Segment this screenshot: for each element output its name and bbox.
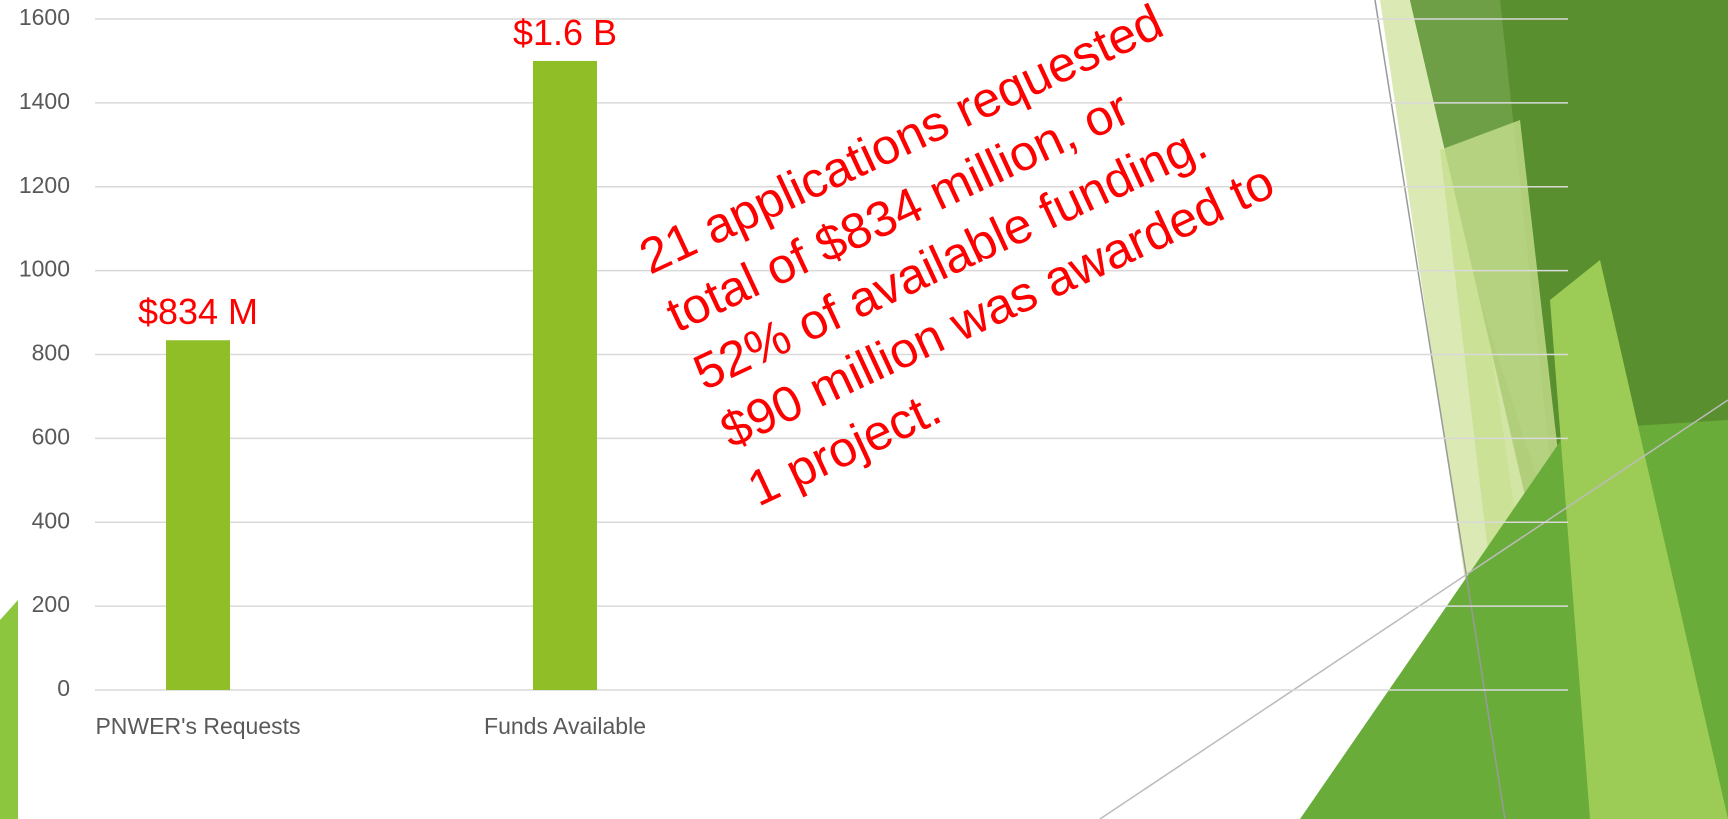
y-tick-label: 1200: [19, 172, 70, 198]
page: 0 200 400 600 800 1000 1200 1400 1600 PNWER's Re…: [0, 0, 1728, 819]
bars: PNWER's Requests $834 M Funds Available $1.…: [95, 12, 646, 739]
y-tick-label: 600: [32, 423, 70, 449]
bar-annotation: $834 M: [138, 291, 258, 332]
x-tick-label: Funds Available: [484, 713, 646, 739]
annotation: 21 applications requestedtotal of $834 m…: [631, 0, 1309, 517]
y-tick-label: 400: [32, 507, 70, 533]
chart: 0 200 400 600 800 1000 1200 1400 1600 PNWER's Re…: [0, 0, 1728, 819]
x-tick-label: PNWER's Requests: [95, 713, 300, 739]
y-tick-label: 200: [32, 591, 70, 617]
y-tick-label: 1000: [19, 256, 70, 282]
bar: [533, 61, 597, 690]
y-tick-label: 800: [32, 340, 70, 366]
y-tick-label: 1400: [19, 88, 70, 114]
y-tick-label: 0: [57, 675, 70, 701]
y-tick-label: 1600: [19, 4, 70, 30]
bar-annotation: $1.6 B: [513, 12, 617, 53]
bar: [166, 340, 230, 690]
